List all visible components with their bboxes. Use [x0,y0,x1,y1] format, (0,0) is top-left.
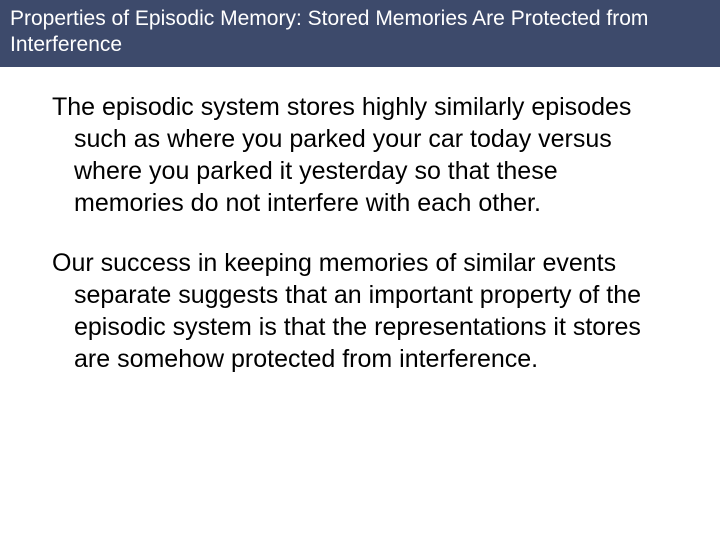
slide-header: Properties of Episodic Memory: Stored Me… [0,0,720,67]
paragraph-2: Our success in keeping memories of simil… [52,247,668,375]
slide-body: The episodic system stores highly simila… [0,67,720,375]
paragraph-1: The episodic system stores highly simila… [52,91,668,219]
slide-title: Properties of Episodic Memory: Stored Me… [10,6,710,59]
